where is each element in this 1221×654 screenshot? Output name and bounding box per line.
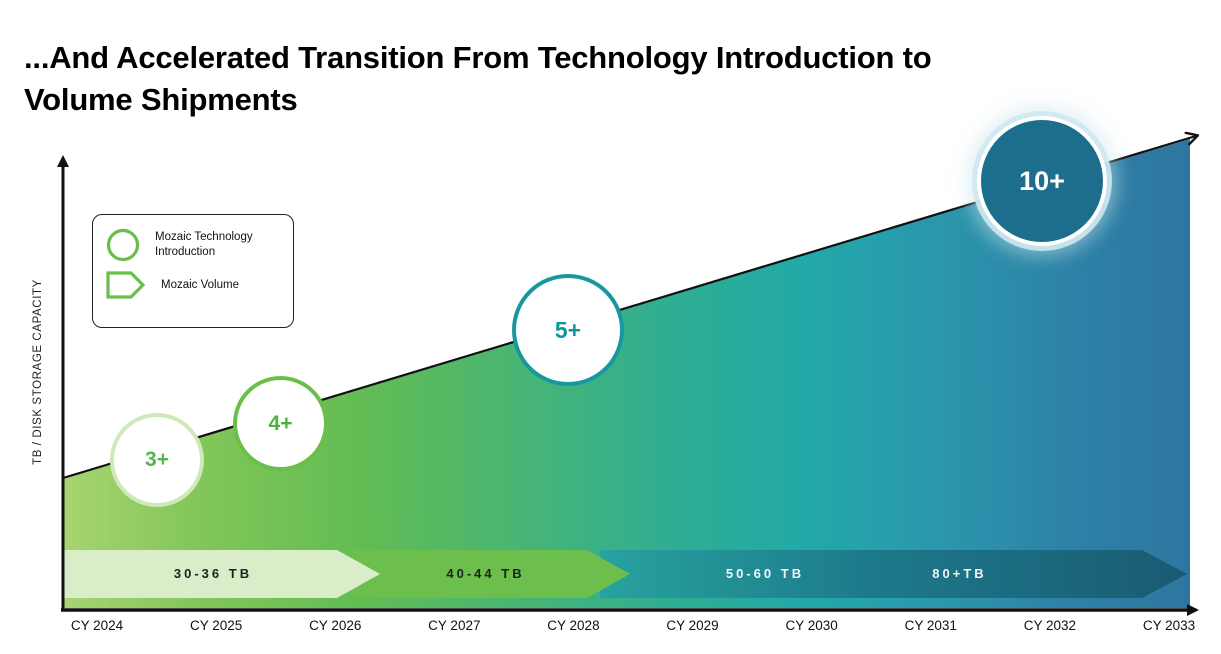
- milestone-4plus-bubble: 4+: [233, 376, 328, 471]
- capacity-band-pale-shape: [63, 550, 380, 598]
- capacity-band-green-shape: [352, 550, 630, 598]
- circle-outline-icon: [106, 228, 140, 262]
- x-axis-label-cy2031: CY 2031: [904, 618, 957, 633]
- x-axis-label-cy2026: CY 2026: [309, 618, 362, 633]
- capacity-band-teal-shape: [600, 550, 1187, 598]
- x-axis-label-cy2027: CY 2027: [428, 618, 481, 633]
- page-title: ...And Accelerated Transition From Techn…: [24, 37, 1204, 121]
- capacity-band-label-80plustb: 80+TB: [932, 566, 987, 581]
- capacity-band-label-50-60tb: 50-60 TB: [725, 566, 805, 581]
- y-axis-title: TB / DISK STORAGE CAPACITY: [32, 279, 44, 465]
- page-title-line-2: Volume Shipments: [24, 81, 298, 117]
- milestone-5plus-bubble: 5+: [512, 274, 624, 386]
- page-title-line-1: ...And Accelerated Transition From Techn…: [24, 39, 932, 75]
- legend-label: Mozaic Volume: [161, 278, 239, 291]
- legend-item-volume: Mozaic Volume: [106, 271, 283, 299]
- x-axis-label-cy2025: CY 2025: [189, 618, 243, 633]
- x-axis-label-cy2029: CY 2029: [666, 618, 719, 633]
- x-axis-label-cy2028: CY 2028: [547, 618, 600, 633]
- x-axis-labels: CY 2024 CY 2025 CY 2026 CY 2027 CY 2028 …: [60, 618, 1206, 633]
- x-axis-label-cy2033: CY 2033: [1142, 618, 1196, 633]
- legend: Mozaic Technology Introduction Mozaic Vo…: [92, 214, 294, 328]
- x-axis-label-cy2024: CY 2024: [70, 618, 124, 633]
- volume-arrow-icon: [106, 271, 146, 299]
- capacity-band-label-30-36tb: 30-36 TB: [173, 566, 253, 581]
- legend-label: Mozaic Technology Introduction: [155, 231, 253, 258]
- trend-area: [63, 139, 1190, 608]
- legend-item-technology-introduction: Mozaic Technology Introduction: [106, 228, 283, 262]
- milestone-10plus-bubble: 10+: [977, 116, 1107, 246]
- x-axis-label-cy2030: CY 2030: [785, 618, 838, 633]
- capacity-band-label-40-44tb: 40-44 TB: [446, 566, 525, 581]
- x-axis-label-cy2032: CY 2032: [1023, 618, 1077, 633]
- milestone-3plus-bubble: 3+: [110, 413, 204, 507]
